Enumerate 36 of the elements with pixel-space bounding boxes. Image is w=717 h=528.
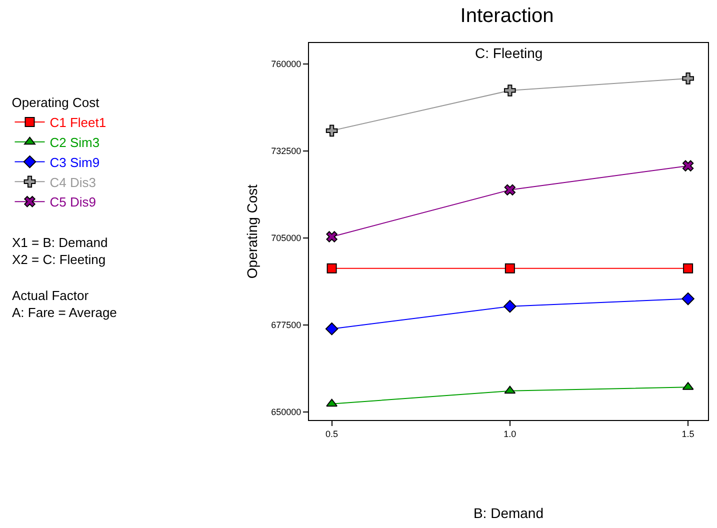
y-tick-label: 705000 xyxy=(271,233,302,244)
point xyxy=(682,72,694,84)
legend-label: C2 Sim3 xyxy=(50,134,100,150)
point xyxy=(326,398,338,407)
x-tick-label: 0.5 xyxy=(326,428,338,439)
x-tick-label: 1.0 xyxy=(504,428,516,439)
text: A: Fare = Average xyxy=(12,305,117,320)
y-axis-title: Operating Cost xyxy=(244,184,260,279)
chart-subtitle: C: Fleeting xyxy=(475,45,543,61)
y-tick-label: 650000 xyxy=(271,407,302,418)
point xyxy=(326,263,337,274)
point xyxy=(682,292,694,306)
point xyxy=(504,184,516,196)
text: X1 = B: Demand xyxy=(12,235,108,250)
legend-label: C1 Fleet1 xyxy=(50,115,106,130)
legend-label: C3 Sim9 xyxy=(50,154,100,170)
point xyxy=(682,160,694,172)
point xyxy=(325,322,338,336)
text: X2 = C: Fleeting xyxy=(12,252,106,267)
point xyxy=(326,124,338,137)
y-tick-label: 677500 xyxy=(271,320,302,330)
text: Actual Factor xyxy=(12,288,90,303)
legend-label: C5 Dis9 xyxy=(50,194,96,210)
chart-title: Interaction xyxy=(460,4,554,27)
x-tick-label: 1.5 xyxy=(682,428,694,439)
point xyxy=(504,263,515,274)
point xyxy=(683,263,694,274)
point xyxy=(326,231,338,242)
point xyxy=(504,300,516,313)
x-axis-title: B: Demand xyxy=(473,505,544,522)
y-tick-label: 760000 xyxy=(271,59,302,70)
legend-label: C4 Dis3 xyxy=(50,174,96,190)
point xyxy=(504,386,516,394)
legend-title: Operating Cost xyxy=(12,95,100,110)
point xyxy=(504,84,516,96)
y-tick-label: 732500 xyxy=(271,146,302,156)
